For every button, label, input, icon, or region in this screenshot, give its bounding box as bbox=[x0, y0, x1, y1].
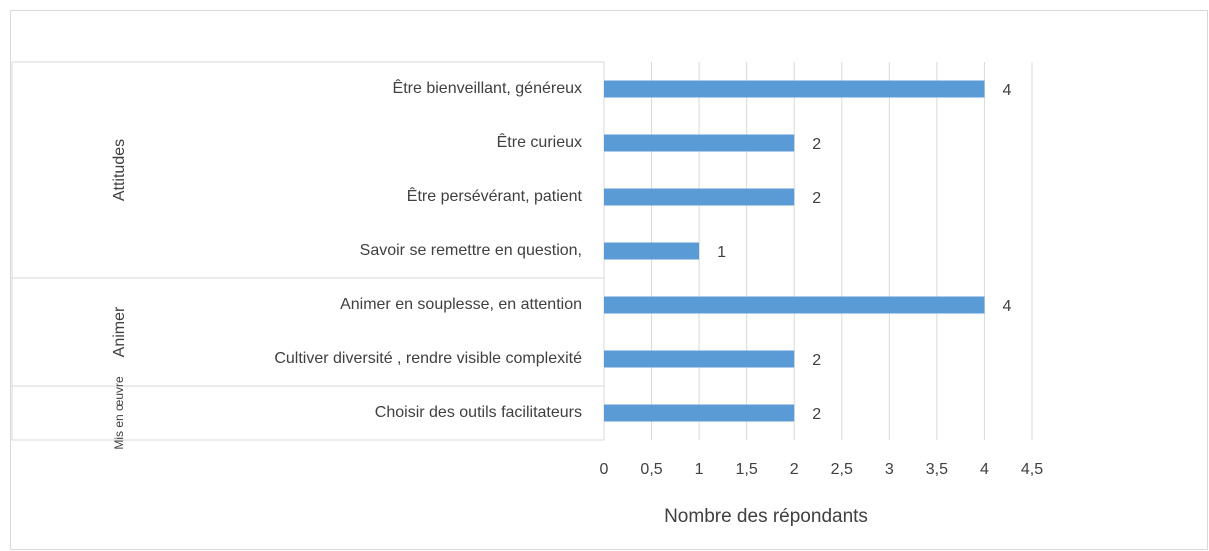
x-tick-label: 1,5 bbox=[736, 461, 758, 478]
group-label: Animer bbox=[111, 306, 128, 357]
value-label: 4 bbox=[1002, 82, 1011, 99]
bar bbox=[604, 242, 700, 260]
x-tick-label: 4 bbox=[980, 461, 989, 478]
group-label: Mis en œuvre bbox=[112, 376, 126, 450]
x-tick-label: 0,5 bbox=[640, 461, 662, 478]
chart-border bbox=[10, 10, 1208, 550]
x-tick-label: 2,5 bbox=[831, 461, 853, 478]
category-label: Cultiver diversité , rendre visible comp… bbox=[274, 350, 582, 367]
value-label: 4 bbox=[1002, 298, 1011, 315]
category-label: Animer en souplesse, en attention bbox=[340, 296, 582, 313]
bar bbox=[604, 134, 795, 152]
x-tick-label: 3,5 bbox=[926, 461, 948, 478]
bar bbox=[604, 404, 795, 422]
x-axis-title: Nombre des répondants bbox=[664, 506, 868, 527]
value-label: 1 bbox=[717, 244, 726, 261]
bar bbox=[604, 80, 985, 98]
category-label: Choisir des outils facilitateurs bbox=[375, 404, 582, 421]
bar bbox=[604, 296, 985, 314]
x-tick-label: 3 bbox=[885, 461, 894, 478]
group-label: Attitudes bbox=[111, 139, 128, 201]
category-label: Savoir se remettre en question, bbox=[360, 242, 582, 259]
x-tick-label: 4,5 bbox=[1021, 461, 1043, 478]
x-tick-label: 1 bbox=[695, 461, 704, 478]
bar bbox=[604, 188, 795, 206]
category-label: Être persévérant, patient bbox=[407, 186, 583, 205]
value-label: 2 bbox=[812, 136, 821, 153]
x-tick-label: 0 bbox=[600, 461, 609, 478]
bar bbox=[604, 350, 795, 368]
category-label: Être curieux bbox=[497, 132, 582, 151]
category-label: Être bienveillant, généreux bbox=[393, 78, 582, 97]
value-label: 2 bbox=[812, 406, 821, 423]
value-label: 2 bbox=[812, 190, 821, 207]
x-tick-label: 2 bbox=[790, 461, 799, 478]
value-label: 2 bbox=[812, 352, 821, 369]
